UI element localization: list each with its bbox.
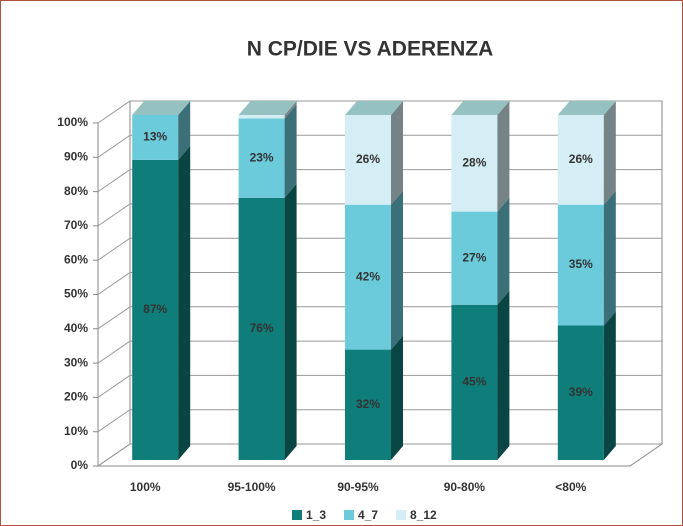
x-tick-label: 100% (130, 480, 161, 494)
x-tick-label: 90-80% (444, 480, 486, 494)
bar-side (603, 190, 616, 326)
bar-segment (451, 211, 498, 305)
bar-segment (345, 349, 391, 460)
chart-title: N CP/DIE VS ADERENZA (247, 38, 494, 61)
data-label: 35% (569, 257, 593, 271)
bar-top (557, 101, 616, 115)
bar-side (178, 101, 191, 160)
bar-side (284, 183, 297, 461)
bar-side (284, 104, 297, 198)
bar-side (284, 101, 297, 119)
y-tick-label: 0% (71, 458, 89, 472)
data-label: 32% (356, 397, 380, 411)
legend-label: 1_3 (306, 508, 326, 522)
bar-side (391, 335, 403, 460)
x-tick-label: 95-100% (228, 480, 276, 494)
bar-segment (451, 115, 498, 212)
bar-top (451, 101, 510, 115)
legend-label: 8_12 (410, 508, 437, 522)
bar-side (603, 311, 616, 460)
y-tick-label: 50% (64, 287, 88, 301)
legend-label: 4_7 (358, 508, 378, 522)
data-label: 13% (143, 130, 167, 144)
bar-segment (238, 197, 285, 461)
bar-segment (238, 118, 285, 198)
data-label: 42% (356, 269, 380, 283)
bar-segment (557, 325, 604, 460)
legend-swatch (292, 510, 302, 520)
bar-segment (238, 115, 285, 119)
y-tick-label: 60% (64, 252, 88, 266)
data-label: 27% (462, 250, 486, 264)
bar-side (603, 101, 616, 205)
legend-swatch (396, 510, 406, 520)
bar-segment (557, 115, 604, 205)
bar-side (391, 190, 403, 350)
bar-top (132, 101, 191, 115)
bar-side (497, 290, 510, 460)
x-tick-label: 90-95% (337, 480, 379, 494)
data-label: 28% (462, 155, 486, 169)
y-tick-label: 30% (64, 355, 88, 369)
data-label: 26% (569, 152, 593, 166)
y-tick-label: 70% (64, 218, 88, 232)
y-tick-label: 10% (64, 424, 88, 438)
y-tick-label: 90% (64, 149, 88, 163)
bar-side (497, 101, 510, 212)
bar-top (345, 101, 403, 115)
bar-side (497, 197, 510, 305)
bar-top (238, 101, 297, 115)
bar-segment (345, 115, 391, 205)
y-tick-label: 80% (64, 184, 88, 198)
bar-segment (132, 115, 179, 160)
bar-side (178, 145, 191, 460)
x-tick-label: <80% (555, 480, 586, 494)
y-tick-label: 40% (64, 321, 88, 335)
y-tick-label: 20% (64, 390, 88, 404)
bar-side (391, 101, 403, 205)
y-tick-label: 100% (57, 115, 88, 129)
data-label: 45% (462, 375, 486, 389)
data-label: 39% (569, 385, 593, 399)
bar-segment (345, 204, 391, 350)
data-label: 23% (250, 150, 274, 164)
data-label: 76% (250, 321, 274, 335)
bar-segment (557, 204, 604, 326)
legend-swatch (344, 510, 354, 520)
bar-segment (132, 159, 179, 460)
data-label: 26% (356, 152, 380, 166)
bar-segment (451, 304, 498, 460)
data-label: 87% (143, 302, 167, 316)
